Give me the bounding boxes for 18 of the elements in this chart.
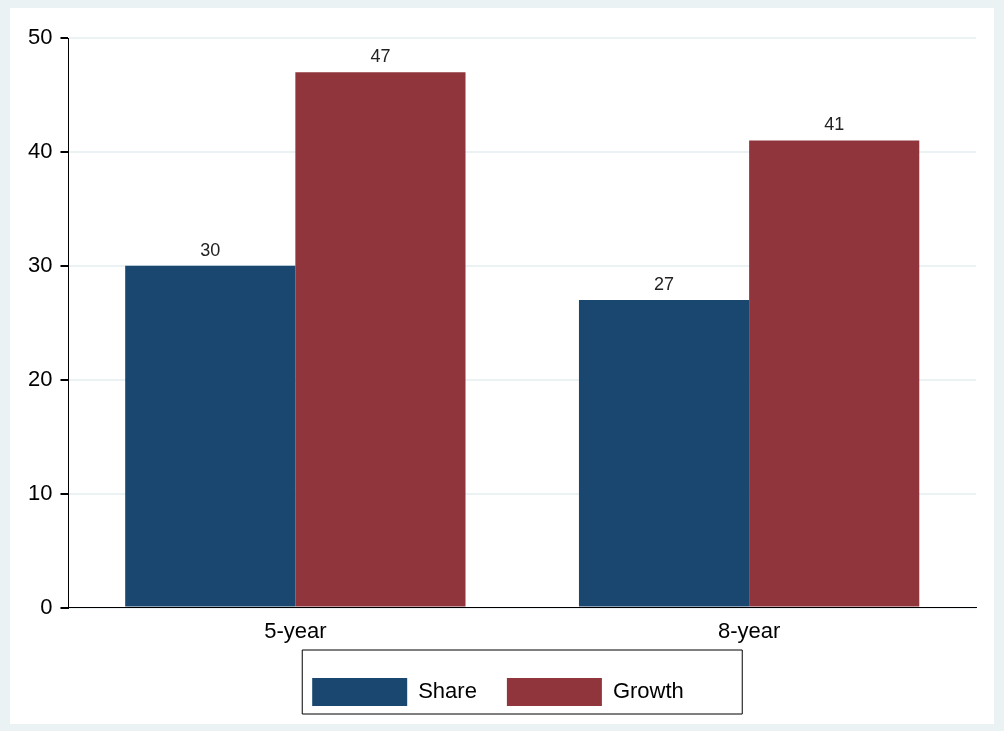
y-tick-label: 10 [27,479,53,505]
data-label: 27 [654,273,675,294]
y-tick-label: 0 [40,593,53,619]
y-tick-label: 20 [27,365,53,391]
data-label: 30 [200,239,221,260]
x-tick-label: 5-year [264,617,327,643]
data-label: 47 [370,46,391,67]
legend-label: Share [418,678,477,704]
data-label: 41 [824,114,845,135]
y-tick-label: 30 [27,251,53,277]
y-tick-label: 50 [27,24,53,50]
x-tick-label: 8-year [717,617,781,643]
bar [749,140,920,607]
bar [578,300,750,607]
y-tick-label: 40 [27,137,53,163]
legend-label: Growth [612,678,684,704]
bar [295,72,466,607]
bar [125,265,296,607]
